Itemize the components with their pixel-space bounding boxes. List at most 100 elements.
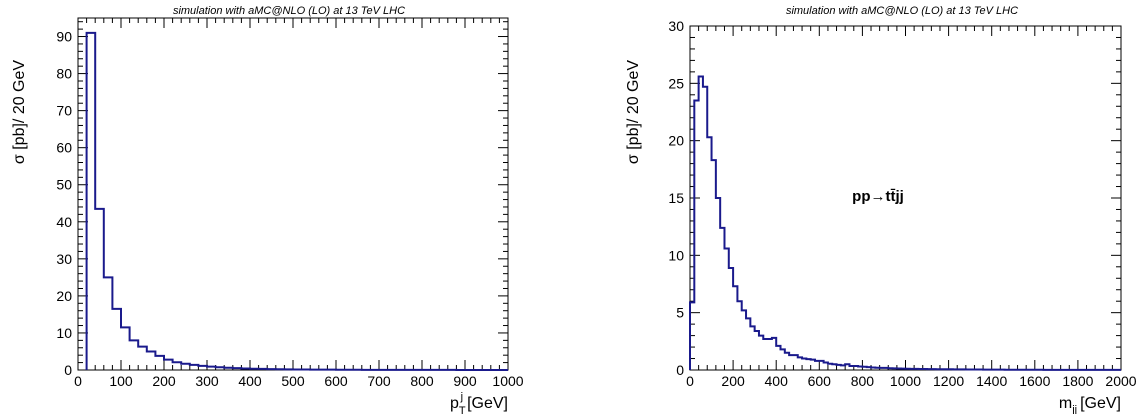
mjj-histogram-bin xyxy=(862,367,866,370)
mjj-histogram-bin xyxy=(867,367,871,370)
pt-histogram-bin xyxy=(181,364,190,370)
mjj-histogram-bin xyxy=(776,346,780,370)
pt-histogram-bin xyxy=(104,277,113,370)
mjj-x-tick-label: 1600 xyxy=(1019,373,1050,389)
pt-histogram-bin xyxy=(216,367,225,370)
pt-histogram-bin xyxy=(276,369,285,370)
pt-histogram-bin xyxy=(130,340,139,370)
pt-histogram-bin xyxy=(241,368,250,370)
mjj-plot-frame xyxy=(689,25,1122,371)
mjj-histogram-bin xyxy=(819,361,823,370)
pt-histogram-bin xyxy=(233,368,242,370)
pt-histogram-bin xyxy=(284,369,293,370)
pt-chart-title: simulation with aMC@NLO (LO) at 13 TeV L… xyxy=(173,5,405,17)
pt-histogram-bin xyxy=(138,347,147,370)
mjj-x-axis-label: mjj [GeV] xyxy=(1059,395,1121,414)
mjj-y-tick-label: 10 xyxy=(668,247,684,263)
pt-x-tick-label: 600 xyxy=(324,373,348,389)
pt-histogram-bin xyxy=(259,369,268,370)
pt-histogram-bin xyxy=(207,367,216,370)
pt-histogram-bin xyxy=(112,309,121,370)
pt-y-tick-label: 20 xyxy=(56,288,72,304)
mjj-histogram-bin xyxy=(871,367,875,370)
mjj-histogram-bin xyxy=(772,338,776,370)
mjj-histogram-bin xyxy=(888,368,892,370)
pt-histogram-bin xyxy=(267,369,276,370)
pt-histogram-bin xyxy=(224,368,233,370)
pt-histogram-bin xyxy=(121,327,130,370)
mjj-histogram-bin xyxy=(962,369,966,370)
mjj-histogram-bin xyxy=(837,365,841,370)
pt-y-tick-label: 40 xyxy=(56,214,72,230)
mjj-x-tick-label: 200 xyxy=(721,373,745,389)
pt-plot-frame xyxy=(77,17,509,371)
mjj-histogram-bin xyxy=(927,369,931,370)
mjj-histogram-bin xyxy=(712,160,716,370)
mjj-histogram-bin xyxy=(953,369,957,370)
pt-histogram-line xyxy=(85,31,508,371)
pt-histogram-bin xyxy=(95,209,104,370)
mjj-histogram-bin xyxy=(707,137,711,370)
pt-histogram-bin xyxy=(164,360,173,370)
mjj-histogram-bin xyxy=(880,368,884,370)
pt-y-tick-label: 10 xyxy=(56,325,72,341)
mjj-histogram-bin xyxy=(828,364,832,370)
mjj-histogram-bin xyxy=(940,369,944,370)
mjj-histogram-bin xyxy=(789,355,793,370)
pt-histogram-bin xyxy=(87,33,96,370)
mjj-histogram-bin xyxy=(733,286,737,370)
mjj-x-tick-label: 1200 xyxy=(933,373,964,389)
mjj-y-tick-label: 25 xyxy=(668,75,684,91)
pt-x-tick-label: 100 xyxy=(109,373,133,389)
mjj-x-tick-label: 1000 xyxy=(890,373,921,389)
mjj-histogram-bin xyxy=(884,368,888,370)
mjj-histogram-bin xyxy=(763,339,767,370)
mjj-histogram-bin xyxy=(858,367,862,370)
mjj-histogram-bin xyxy=(750,326,754,370)
mjj-histogram-bin xyxy=(841,365,845,370)
pt-y-tick-label: 60 xyxy=(56,140,72,156)
mjj-histogram-bin xyxy=(897,369,901,370)
mjj-histogram-panel: simulation with aMC@NLO (LO) at 13 TeV L… xyxy=(625,5,1137,414)
pt-y-tick-label: 90 xyxy=(56,29,72,45)
mjj-histogram-bin xyxy=(798,357,802,370)
mjj-y-axis-label: σ [pb]/ 20 GeV xyxy=(625,60,642,164)
mjj-y-tick-label: 30 xyxy=(668,18,684,34)
pt-y-tick-label: 70 xyxy=(56,103,72,119)
mjj-x-tick-label: 0 xyxy=(686,373,694,389)
mjj-histogram-bin xyxy=(742,310,746,370)
process-annotation: pp→tt̄jj xyxy=(852,188,904,205)
mjj-histogram-bin xyxy=(781,349,785,370)
mjj-x-tick-label: 800 xyxy=(851,373,875,389)
pt-y-tick-label: 80 xyxy=(56,66,72,82)
pt-y-tick-label: 0 xyxy=(64,362,72,378)
mjj-histogram-bin xyxy=(906,369,910,370)
mjj-histogram-bin xyxy=(910,369,914,370)
mjj-histogram-bin xyxy=(811,360,815,370)
mjj-y-tick-label: 5 xyxy=(676,305,684,321)
mjj-histogram-bin xyxy=(720,228,724,370)
mjj-histogram-bin xyxy=(949,369,953,370)
mjj-histogram-bin xyxy=(703,87,707,370)
pt-y-tick-label: 30 xyxy=(56,251,72,267)
mjj-histogram-bin xyxy=(690,302,694,370)
pt-x-tick-label: 200 xyxy=(152,373,176,389)
mjj-x-tick-label: 400 xyxy=(765,373,789,389)
mjj-histogram-bin xyxy=(845,364,849,370)
mjj-histogram-bin xyxy=(716,198,720,370)
mjj-histogram-bin xyxy=(729,268,733,370)
mjj-histogram-bin xyxy=(755,331,759,370)
mjj-histogram-bin xyxy=(944,369,948,370)
mjj-histogram-bin xyxy=(699,76,703,370)
mjj-histogram-line xyxy=(689,75,1121,371)
pt-histogram-bin xyxy=(190,365,199,370)
mjj-x-tick-label: 1800 xyxy=(1062,373,1093,389)
mjj-histogram-bin xyxy=(901,369,905,370)
pt-x-tick-label: 500 xyxy=(281,373,305,389)
mjj-histogram-bin xyxy=(875,368,879,370)
mjj-histogram-bin xyxy=(893,368,897,370)
mjj-histogram-bin xyxy=(759,336,763,370)
pt-histogram-bin xyxy=(293,369,302,370)
mjj-chart-title: simulation with aMC@NLO (LO) at 13 TeV L… xyxy=(786,5,1018,17)
mjj-y-tick-label: 20 xyxy=(668,133,684,149)
